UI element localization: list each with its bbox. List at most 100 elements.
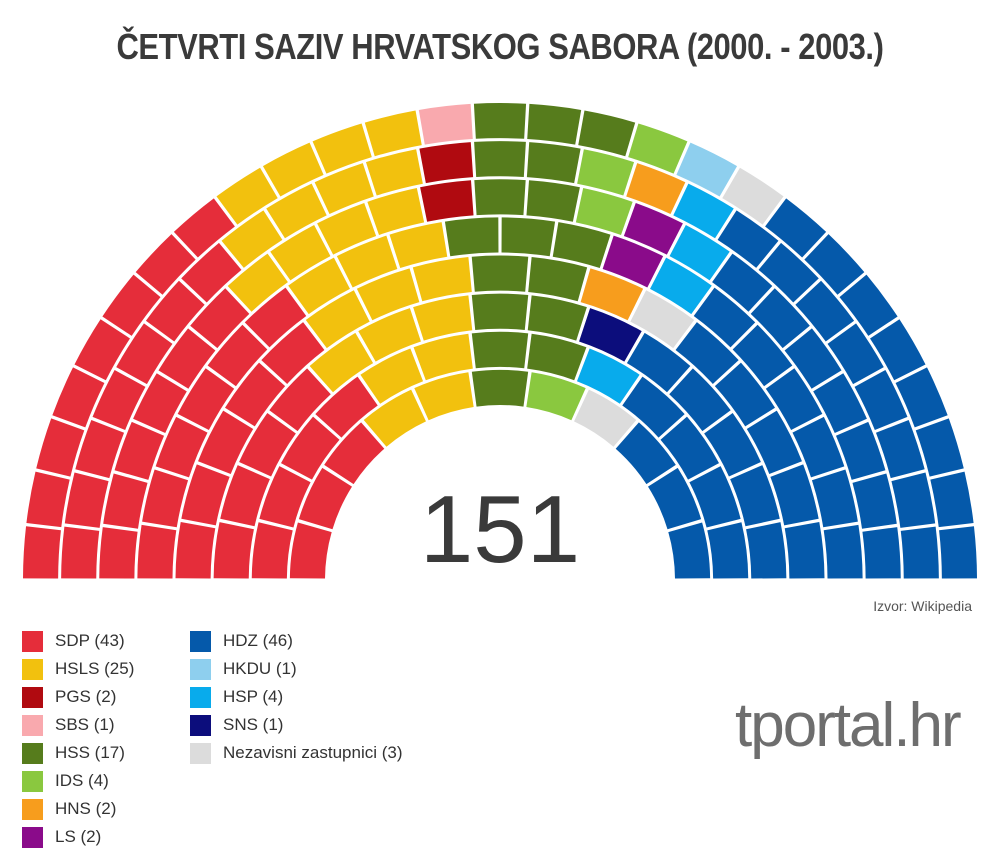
seat-sdp [64, 472, 109, 528]
seat-hdz [795, 280, 855, 342]
legend-item: HSP (4) [190, 683, 403, 711]
legend-label: HNS (2) [55, 799, 117, 818]
seat-hdz [862, 527, 901, 579]
legend-label: HSP (4) [223, 687, 284, 706]
seat-hsls [367, 187, 425, 235]
legend-swatch [190, 658, 211, 680]
source-label: Izvor: Wikipedia [873, 598, 972, 614]
seat-hsls [305, 290, 370, 349]
seat-sdp [280, 416, 340, 480]
legend-label: LS (2) [55, 827, 102, 846]
chart-title: ČETVRTI SAZIV HRVATSKOG SABORA (2000. - … [116, 26, 884, 67]
seat-hdz [622, 376, 685, 438]
seat-ls [623, 202, 683, 255]
legend-label: Nezavisni zastupnici (3) [223, 743, 403, 762]
seat-hdz [675, 322, 739, 384]
seat-sdp [239, 413, 296, 477]
seat-hdz [900, 526, 939, 579]
legend-item: Nezavisni zastupnici (3) [190, 739, 403, 767]
legend-swatch [190, 714, 211, 736]
seat-hsls [413, 333, 473, 381]
seat-hdz [895, 367, 948, 428]
seat-nezavisni [630, 290, 695, 349]
legend-label: HSS (17) [55, 743, 125, 762]
seat-sdp [315, 376, 378, 438]
seat-hsls [314, 163, 374, 215]
seat-hdz [717, 210, 779, 268]
seat-hdz [823, 524, 863, 579]
seat-sdp [220, 465, 270, 527]
legend-item: SNS (1) [190, 711, 403, 739]
seat-sdp [289, 522, 332, 579]
seat-ids [526, 372, 586, 421]
seat-hsls [216, 167, 278, 225]
seat-sdp [190, 288, 250, 349]
seat-hdz [852, 473, 897, 529]
seat-sdp [114, 421, 165, 480]
seat-hsls [312, 123, 372, 174]
seat-ids [628, 123, 688, 174]
legend-label: HSLS (25) [55, 659, 135, 678]
seat-hsls [364, 110, 422, 157]
legend-swatch [190, 686, 211, 708]
seat-hdz [827, 323, 884, 385]
seat-sdp [175, 522, 216, 579]
legend-label: SNS (1) [223, 715, 284, 734]
legend-item: PGS (2) [22, 683, 134, 711]
seat-hdz [730, 465, 780, 527]
legend-swatch [22, 742, 43, 764]
seat-hdz [626, 332, 691, 393]
seat-hsls [288, 257, 350, 315]
seat-sdp [74, 319, 130, 381]
seat-hsls [358, 308, 421, 362]
seat-hdz [746, 410, 802, 475]
seat-hdz [615, 422, 676, 485]
seat-hdz [835, 421, 886, 480]
legend-column-right: HDZ (46) HKDU (1) HSP (4) SNS (1) Nezavisni … [190, 627, 403, 767]
seat-hss [527, 295, 587, 341]
seat-sdp [298, 467, 352, 530]
seat-hdz [669, 368, 731, 432]
seat-hss [552, 222, 611, 269]
seat-hdz [870, 319, 926, 381]
seat-sdp [198, 410, 254, 475]
seat-hdz [648, 467, 702, 530]
seat-hss [526, 142, 581, 184]
seat-hdz [714, 362, 775, 427]
seat-hns [580, 268, 644, 321]
seat-sdp [61, 526, 100, 579]
seat-hss [471, 331, 529, 369]
legend-item: HNS (2) [22, 795, 134, 823]
legend-item: HSLS (25) [22, 655, 134, 683]
seat-hss [473, 102, 527, 139]
seat-sdp [259, 466, 311, 528]
seat-sdp [116, 323, 173, 385]
legend-label: SDP (43) [55, 631, 125, 650]
seat-hdz [891, 472, 936, 528]
seat-hdz [804, 234, 865, 295]
legend-item: HKDU (1) [190, 655, 403, 683]
legend-label: SBS (1) [55, 715, 115, 734]
seat-hss [471, 293, 529, 330]
seat-hdz [707, 522, 749, 579]
seat-hsp [669, 224, 730, 281]
seat-sns [579, 308, 642, 362]
seat-sdp [158, 328, 216, 389]
legend-item: SDP (43) [22, 627, 134, 655]
legend-swatch [22, 826, 43, 848]
seat-sdp [26, 471, 70, 528]
seat-hss [501, 217, 556, 257]
legend-swatch [22, 658, 43, 680]
seat-sdp [23, 526, 61, 579]
seat-sdp [92, 370, 146, 430]
seat-hsls [414, 372, 474, 421]
seat-sdp [173, 198, 235, 258]
seat-hdz [930, 471, 974, 528]
seat-hsls [221, 210, 283, 268]
tportal-logo: tportal.hr [735, 691, 962, 760]
seat-hdz [813, 373, 867, 433]
seat-hss [528, 257, 588, 302]
legend-swatch [190, 742, 211, 764]
seat-hsls [356, 268, 420, 321]
seat-hsls [266, 183, 327, 239]
